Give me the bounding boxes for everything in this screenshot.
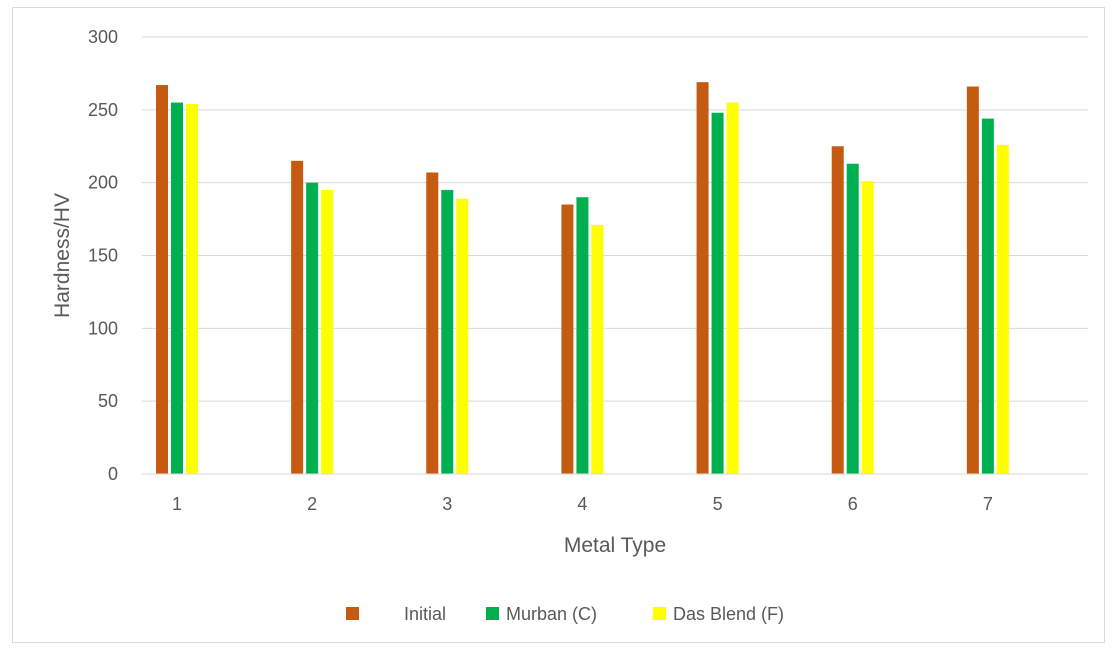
- bar-murban-c-3: [441, 189, 454, 474]
- bar-das-blend-f-4: [591, 224, 604, 474]
- legend: Initial Murban (C) Das Blend (F): [346, 604, 784, 624]
- bar-murban-c-7: [981, 118, 994, 474]
- bars: [156, 82, 1009, 475]
- y-axis-title: Hardness/HV: [51, 193, 74, 318]
- legend-label: Das Blend (F): [673, 604, 784, 624]
- bar-das-blend-f-5: [726, 102, 739, 475]
- bar-initial-7: [966, 86, 979, 474]
- x-tick-label: 4: [577, 494, 587, 514]
- y-tick-label: 250: [88, 100, 118, 120]
- x-tick-label: 5: [713, 494, 723, 514]
- bar-murban-c-1: [171, 102, 183, 475]
- y-tick-label: 150: [88, 246, 118, 266]
- x-tick-label: 1: [172, 494, 182, 514]
- bar-initial-1: [156, 85, 168, 474]
- gridlines: [142, 36, 1088, 402]
- y-tick-label: 0: [108, 464, 118, 484]
- bar-das-blend-f-7: [996, 144, 1009, 474]
- y-axis-ticks: 0 50 100 150 200 250 300: [88, 27, 118, 484]
- y-tick-label: 100: [88, 318, 118, 338]
- x-axis-ticks: 1 2 3 4 5 6 7: [172, 494, 993, 514]
- bar-initial-6: [831, 146, 844, 474]
- x-axis-title: Metal Type: [564, 534, 666, 557]
- y-tick-label: 200: [88, 173, 118, 193]
- bar-das-blend-f-3: [456, 198, 469, 474]
- bar-murban-c-4: [576, 197, 589, 474]
- bar-das-blend-f-2: [321, 189, 334, 474]
- legend-swatch: [346, 607, 359, 620]
- bar-das-blend-f-1: [186, 104, 198, 475]
- y-tick-label: 300: [88, 27, 118, 47]
- x-tick-label: 7: [983, 494, 993, 514]
- bar-murban-c-5: [711, 112, 724, 474]
- y-tick-label: 50: [98, 391, 118, 411]
- bar-das-blend-f-6: [861, 181, 874, 474]
- legend-label: Murban (C): [506, 604, 597, 624]
- x-tick-label: 6: [848, 494, 858, 514]
- bar-murban-c-2: [306, 182, 319, 474]
- legend-swatch: [486, 607, 499, 620]
- bar-initial-2: [291, 160, 304, 475]
- legend-swatch: [653, 607, 666, 620]
- bar-initial-5: [696, 82, 709, 474]
- bar-murban-c-6: [846, 163, 859, 475]
- bar-initial-3: [426, 172, 439, 474]
- x-tick-label: 3: [442, 494, 452, 514]
- x-tick-label: 2: [307, 494, 317, 514]
- bar-initial-4: [561, 204, 574, 474]
- legend-label: Initial: [404, 604, 446, 624]
